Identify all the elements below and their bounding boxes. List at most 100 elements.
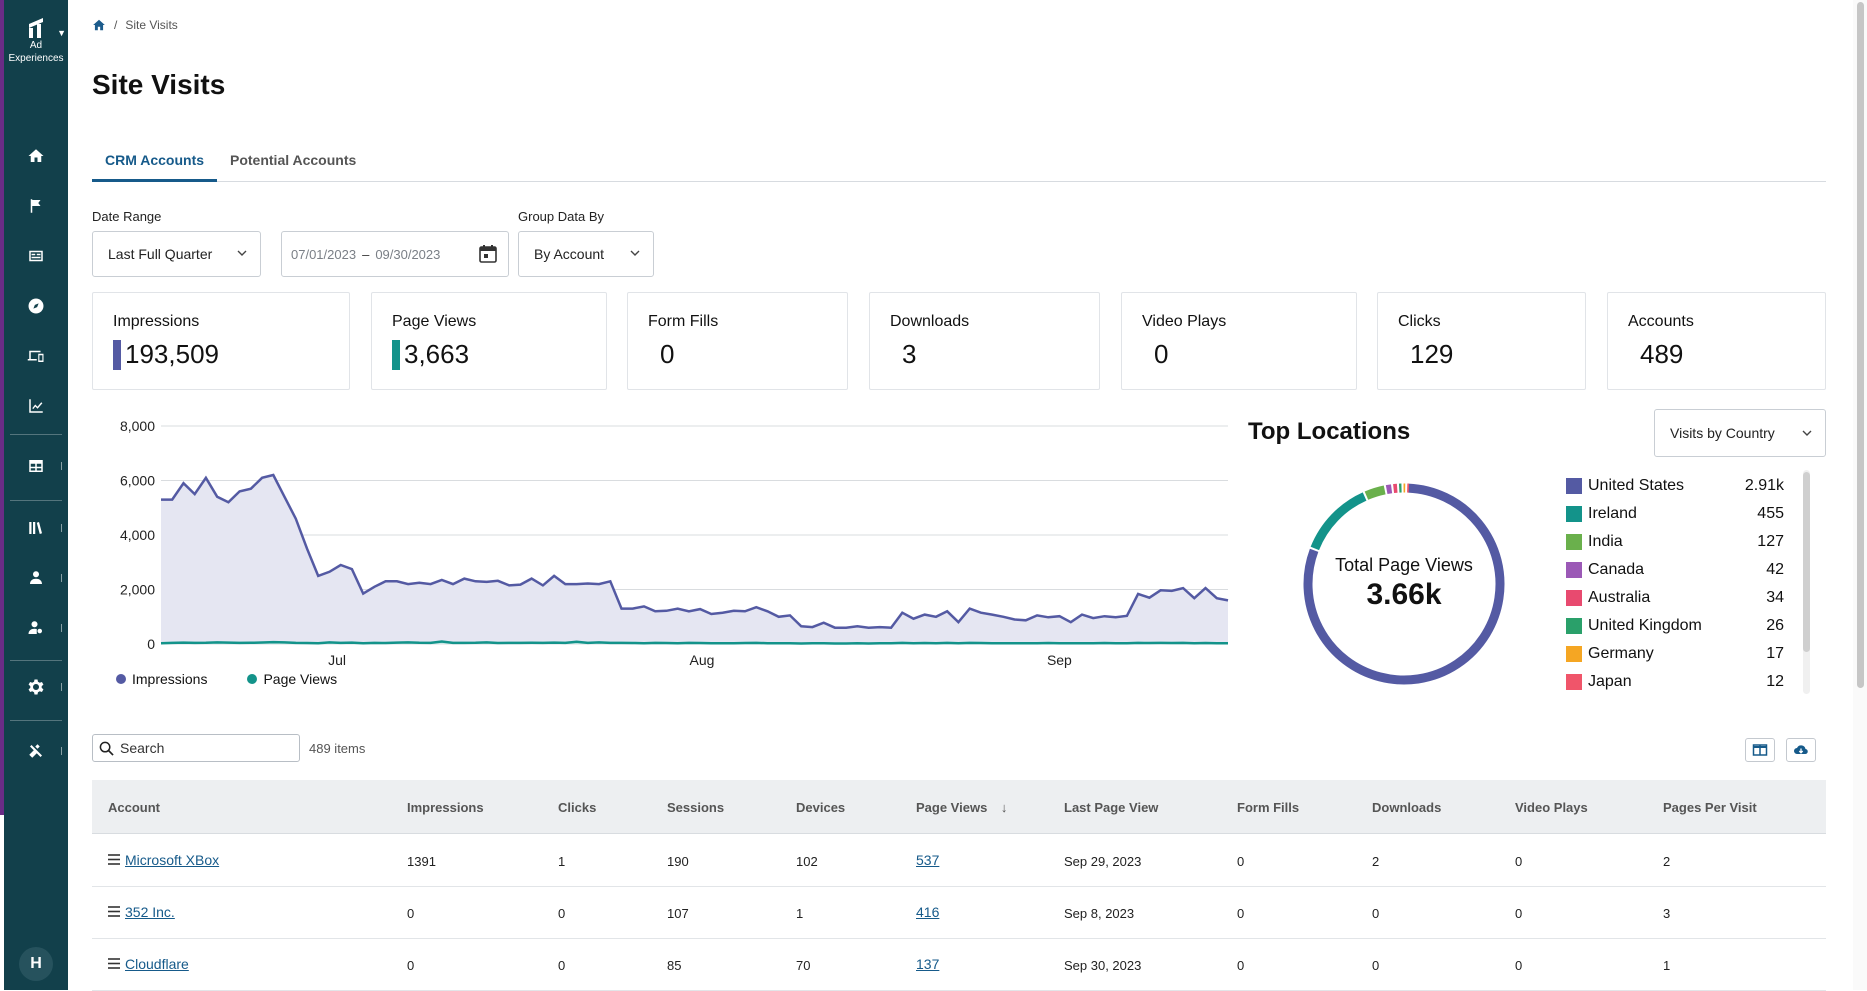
nav-home-icon[interactable]: [4, 141, 68, 171]
metric-value: 129: [1410, 339, 1453, 370]
nav-devices-icon[interactable]: [4, 341, 68, 371]
row-menu-icon[interactable]: [108, 958, 120, 969]
tab-potential-accounts[interactable]: Potential Accounts: [217, 144, 369, 182]
account-link[interactable]: 352 Inc.: [125, 904, 175, 920]
column-header-impressions[interactable]: Impressions: [407, 800, 484, 815]
page-scrollbar[interactable]: [1853, 0, 1867, 990]
legend-label: Impressions: [132, 671, 207, 687]
column-header-sessions[interactable]: Sessions: [667, 800, 724, 815]
nav-separator: [10, 500, 62, 501]
metric-card-video-plays[interactable]: Video Plays 0: [1121, 292, 1357, 390]
column-header-label: Last Page View: [1064, 800, 1158, 815]
metric-card-page-views[interactable]: Page Views 3,663: [371, 292, 607, 390]
nav-flag-icon[interactable]: [4, 191, 68, 221]
column-header-last-page-view[interactable]: Last Page View: [1064, 800, 1158, 815]
y-tick-label: 8,000: [120, 418, 155, 434]
column-header-label: Downloads: [1372, 800, 1441, 815]
table-cell: 0: [1372, 906, 1379, 921]
table-cell: 0: [1372, 958, 1379, 973]
metric-label: Impressions: [113, 313, 199, 331]
app-switcher[interactable]: Ad Experiences: [4, 14, 68, 65]
column-header-label: Impressions: [407, 800, 484, 815]
metric-card-form-fills[interactable]: Form Fills 0: [627, 292, 848, 390]
nav-account-icon[interactable]: [4, 563, 68, 593]
column-header-account[interactable]: Account: [108, 800, 160, 815]
start-date[interactable]: 07/01/2023: [291, 247, 356, 262]
search-input[interactable]: [120, 740, 290, 756]
visits-by-country-select[interactable]: Visits by Country: [1654, 409, 1826, 457]
legend-impressions[interactable]: Impressions: [116, 671, 207, 687]
nav-compass-icon[interactable]: [4, 291, 68, 321]
date-picker[interactable]: 07/01/2023 – 09/30/2023: [281, 231, 509, 277]
tab-crm-accounts[interactable]: CRM Accounts: [92, 144, 217, 182]
page-scrollbar-thumb[interactable]: [1857, 2, 1864, 688]
metric-card-clicks[interactable]: Clicks 129: [1377, 292, 1586, 390]
column-header-clicks[interactable]: Clicks: [558, 800, 596, 815]
impressions-area: [161, 475, 1228, 644]
column-header-video-plays[interactable]: Video Plays: [1515, 800, 1588, 815]
date-range-select[interactable]: Last Full Quarter: [92, 231, 261, 277]
table-search[interactable]: [92, 734, 300, 762]
app-switcher-caret-icon[interactable]: ▼: [57, 28, 66, 38]
column-header-page-views[interactable]: Page Views ↓: [916, 800, 1007, 815]
user-avatar[interactable]: H: [19, 947, 53, 981]
page-views-link[interactable]: 137: [916, 956, 939, 972]
metric-value: 0: [660, 339, 674, 370]
end-date[interactable]: 09/30/2023: [375, 247, 440, 262]
table-cell: 0: [558, 906, 565, 921]
locations-scrollbar-thumb[interactable]: [1803, 472, 1810, 652]
table-cell: 0: [1237, 906, 1244, 921]
account-link[interactable]: Microsoft XBox: [125, 852, 219, 868]
table-cell: 0: [407, 906, 414, 921]
sort-descending-icon[interactable]: ↓: [997, 800, 1007, 815]
legend-page-views[interactable]: Page Views: [247, 671, 337, 687]
column-header-devices[interactable]: Devices: [796, 800, 845, 815]
donut-slice-ireland[interactable]: [1315, 496, 1365, 548]
account-link[interactable]: Cloudflare: [125, 956, 189, 972]
location-swatch: [1566, 646, 1582, 662]
page-views-link[interactable]: 416: [916, 904, 939, 920]
columns-icon: [1752, 742, 1768, 758]
location-name: Japan: [1588, 673, 1632, 691]
y-tick-label: 4,000: [120, 527, 155, 543]
column-chooser-button[interactable]: [1745, 738, 1775, 762]
nav-gear-icon[interactable]: [4, 672, 68, 702]
locations-scrollbar[interactable]: [1803, 470, 1810, 694]
donut-slice-india[interactable]: [1366, 490, 1384, 496]
nav-tools-icon[interactable]: [4, 736, 68, 766]
column-header-form-fills[interactable]: Form Fills: [1237, 800, 1299, 815]
row-menu-icon[interactable]: [108, 906, 120, 917]
nav-analytics-icon[interactable]: [4, 391, 68, 421]
nav-user-settings-icon[interactable]: [4, 613, 68, 643]
metric-card-impressions[interactable]: Impressions 193,509: [92, 292, 350, 390]
metric-card-downloads[interactable]: Downloads 3: [869, 292, 1100, 390]
nav-library-icon[interactable]: [4, 513, 68, 543]
donut-slice-canada[interactable]: [1387, 489, 1392, 490]
column-header-downloads[interactable]: Downloads: [1372, 800, 1441, 815]
calendar-icon[interactable]: [478, 244, 498, 264]
page-views-link[interactable]: 537: [916, 852, 939, 868]
row-menu-icon[interactable]: [108, 854, 120, 865]
home-icon[interactable]: [92, 18, 106, 32]
nav-table-icon[interactable]: [4, 451, 68, 481]
table-cell: Sep 29, 2023: [1064, 854, 1141, 869]
nav-ad-icon[interactable]: [4, 241, 68, 271]
metric-card-accounts[interactable]: Accounts 489: [1607, 292, 1826, 390]
column-header-pages-per-visit[interactable]: Pages Per Visit: [1663, 800, 1757, 815]
location-swatch: [1566, 534, 1582, 550]
group-by-select[interactable]: By Account: [518, 231, 654, 277]
legend-swatch: [247, 674, 257, 684]
export-button[interactable]: [1786, 738, 1816, 762]
